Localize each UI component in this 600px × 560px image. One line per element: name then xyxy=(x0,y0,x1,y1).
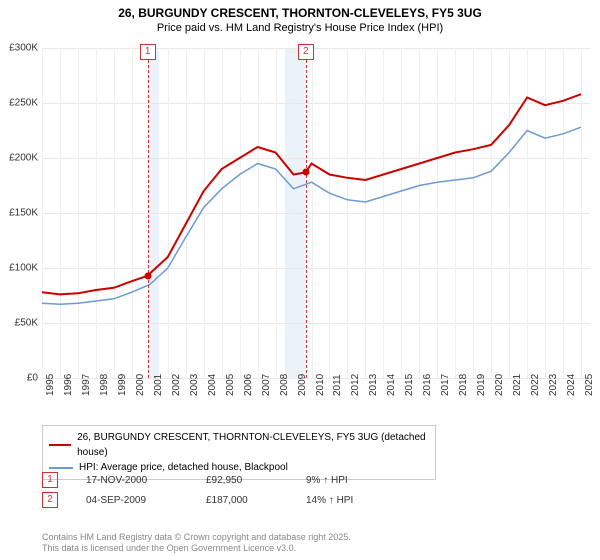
x-tick-label: 1998 xyxy=(99,374,110,396)
sale-index-box: 2 xyxy=(42,492,58,508)
sales-table: 1 17-NOV-2000£92,9509% ↑ HPI 2 04-SEP-2009£… xyxy=(42,472,406,512)
sale-marker-line xyxy=(306,60,307,378)
x-tick-label: 2019 xyxy=(476,374,487,396)
legend-row: 26, BURGUNDY CRESCENT, THORNTON-CLEVELEY… xyxy=(49,430,429,460)
x-tick-label: 2004 xyxy=(207,374,218,396)
x-tick-label: 2000 xyxy=(135,374,146,396)
series-line xyxy=(42,94,581,294)
line-svg xyxy=(42,48,590,378)
x-tick-label: 1999 xyxy=(117,374,128,396)
x-tick-label: 2015 xyxy=(404,374,415,396)
x-tick-label: 1995 xyxy=(45,374,56,396)
sale-hpi: 14% ↑ HPI xyxy=(306,495,406,506)
sale-price: £187,000 xyxy=(206,495,306,506)
x-tick-label: 2003 xyxy=(189,374,200,396)
x-tick-label: 2012 xyxy=(350,374,361,396)
y-axis: £0£50K£100K£150K£200K£250K£300K xyxy=(0,48,40,378)
y-tick-label: £150K xyxy=(9,208,38,219)
y-tick-label: £100K xyxy=(9,263,38,274)
x-tick-label: 2022 xyxy=(530,374,541,396)
copyright-1: Contains HM Land Registry data © Crown c… xyxy=(42,532,351,543)
x-tick-label: 1997 xyxy=(81,374,92,396)
x-tick-label: 2007 xyxy=(261,374,272,396)
x-tick-label: 2005 xyxy=(225,374,236,396)
chart-title-1: 26, BURGUNDY CRESCENT, THORNTON-CLEVELEY… xyxy=(0,0,600,22)
x-axis: 1995199619971998199920002001200220032004… xyxy=(42,380,590,420)
sale-marker-label: 1 xyxy=(140,44,156,60)
x-tick-label: 2008 xyxy=(279,374,290,396)
x-tick-label: 2016 xyxy=(422,374,433,396)
sale-date: 17-NOV-2000 xyxy=(86,475,206,486)
x-tick-label: 2024 xyxy=(566,374,577,396)
chart-container: 26, BURGUNDY CRESCENT, THORNTON-CLEVELEY… xyxy=(0,0,600,560)
legend-swatch xyxy=(49,467,73,469)
sale-index-box: 1 xyxy=(42,472,58,488)
sale-price: £92,950 xyxy=(206,475,306,486)
sale-marker-line xyxy=(148,60,149,378)
x-tick-label: 2025 xyxy=(584,374,595,396)
sale-marker-label: 2 xyxy=(298,44,314,60)
x-tick-label: 2011 xyxy=(332,374,343,396)
x-tick-label: 2001 xyxy=(153,374,164,396)
x-tick-label: 2023 xyxy=(548,374,559,396)
copyright: Contains HM Land Registry data © Crown c… xyxy=(42,532,351,554)
y-tick-label: £0 xyxy=(27,373,38,384)
y-tick-label: £50K xyxy=(15,318,38,329)
sale-dot xyxy=(144,272,151,279)
x-tick-label: 2009 xyxy=(297,374,308,396)
plot-area: 12 xyxy=(42,48,590,379)
y-tick-label: £200K xyxy=(9,153,38,164)
x-tick-label: 2010 xyxy=(315,374,326,396)
x-tick-label: 1996 xyxy=(63,374,74,396)
chart-title-2: Price paid vs. HM Land Registry's House … xyxy=(0,22,600,34)
legend-swatch xyxy=(49,444,71,446)
x-tick-label: 2021 xyxy=(512,374,523,396)
x-tick-label: 2018 xyxy=(458,374,469,396)
sale-dot xyxy=(302,169,309,176)
x-tick-label: 2017 xyxy=(440,374,451,396)
sale-hpi: 9% ↑ HPI xyxy=(306,475,406,486)
x-tick-label: 2014 xyxy=(386,374,397,396)
y-tick-label: £250K xyxy=(9,98,38,109)
sales-row: 2 04-SEP-2009£187,00014% ↑ HPI xyxy=(42,492,406,508)
x-tick-label: 2020 xyxy=(494,374,505,396)
x-tick-label: 2006 xyxy=(243,374,254,396)
series-line xyxy=(42,127,581,304)
copyright-2: This data is licensed under the Open Gov… xyxy=(42,543,351,554)
x-tick-label: 2002 xyxy=(171,374,182,396)
legend-label: 26, BURGUNDY CRESCENT, THORNTON-CLEVELEY… xyxy=(77,430,429,460)
x-tick-label: 2013 xyxy=(368,374,379,396)
y-tick-label: £300K xyxy=(9,43,38,54)
sale-date: 04-SEP-2009 xyxy=(86,495,206,506)
sales-row: 1 17-NOV-2000£92,9509% ↑ HPI xyxy=(42,472,406,488)
